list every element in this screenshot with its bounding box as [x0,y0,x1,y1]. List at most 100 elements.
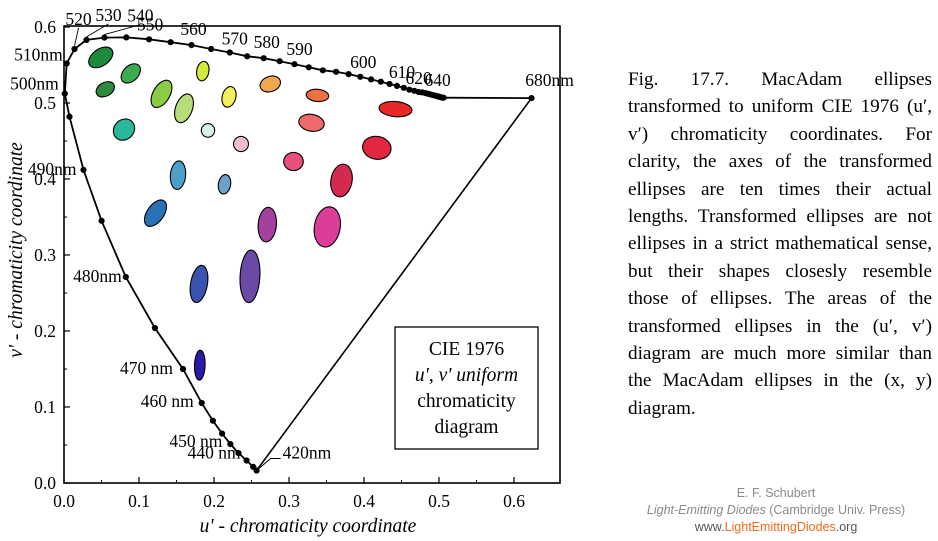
locus-dot [63,60,70,67]
locus-dot [208,45,215,53]
y-tick-label: 0.0 [34,473,56,493]
y-tick-label: 0.1 [34,397,56,417]
y-tick-label: 0.2 [34,321,56,341]
wavelength-label: 550 [137,14,164,34]
locus-dot [244,53,251,60]
macadam-ellipse-18 [217,174,232,195]
locus-dot [368,76,375,83]
locus-dot [179,365,187,373]
x-tick-label: 0.5 [428,491,450,511]
locus-dot [291,61,298,68]
site-highlight: LightEmittingDiodes [724,520,836,534]
locus-dot [528,95,535,102]
wavelength-label: 540 [127,6,154,26]
locus-dot [250,463,257,470]
label-leader [74,27,79,47]
locus-dot [243,457,250,464]
x-tick-label: 0.0 [53,491,75,511]
wavelength-label: 530 [95,5,122,25]
wavelength-label: 480nm [73,266,122,286]
locus-dot [146,36,153,43]
macadam-ellipse-22 [313,206,342,248]
macadam-ellipse-9 [305,88,330,103]
wavelength-label: 460 nm [141,391,194,411]
macadam-ellipse-2 [95,81,115,98]
purple-line [255,97,533,471]
wavelength-label: 490nm [28,159,77,179]
credit-book: Light-Emitting Diodes [646,503,766,517]
label-leader [256,458,281,471]
wavelength-label: 500nm [10,74,59,94]
locus-dot [305,64,312,71]
macadam-ellipse-8 [259,75,282,93]
locus-dot [386,80,393,88]
locus-dot [188,42,195,49]
title-line-4: diagram [435,417,499,438]
macadam-ellipse-7 [221,86,237,108]
locus-dot [377,78,384,85]
locus-dot [227,441,234,448]
macadam-ellipse-24 [239,249,261,304]
title-line-1: CIE 1976 [429,339,505,360]
locus-dot [235,450,242,457]
credit-publisher: (Cambridge Univ. Press) [769,503,906,517]
y-tick-label: 0.6 [34,17,56,37]
wavelength-label: 450 nm [169,431,222,451]
macadam-ellipse-1 [88,46,114,69]
locus-dot [167,39,174,46]
caption-text: Fig. 17.7. MacAdam ellipses transformed … [628,69,932,419]
wavelength-label: 520 [65,9,92,29]
title-box: CIE 1976 u', v' uniform chromaticity dia… [394,326,539,450]
macadam-ellipse-21 [257,206,278,243]
locus-dot [219,430,226,437]
macadam-ellipse-16 [362,135,392,160]
wavelength-label: 420nm [283,443,332,463]
macadam-ellipse-5 [174,93,194,124]
locus-dots [61,34,535,474]
x-tick-label: 0.1 [128,491,150,511]
locus-dot [393,82,401,89]
locus-dot [319,67,326,74]
wavelength-label: 470 nm [120,358,173,378]
wavelength-label: 440 nm [188,443,241,463]
y-tick-label: 0.3 [34,245,56,265]
credit-site[interactable]: www.LightEmittingDiodes.org [620,519,932,536]
wavelength-label: 570 [222,29,249,49]
title-line-2: u', v' uniform [415,365,518,386]
site-suffix: .org [835,520,858,534]
locus-dot [122,273,129,281]
wavelength-label: 580 [254,32,281,52]
label-leader [104,24,141,36]
wavelength-label: 640 [424,70,451,90]
locus-dot [80,166,87,173]
locus-dot [198,399,205,407]
macadam-ellipse-11 [298,113,325,132]
x-axis-label: u' - chromaticity coordinate [200,516,417,537]
locus-dot [226,49,233,56]
credit-book-line: Light-Emitting Diodes (Cambridge Univ. P… [620,502,932,519]
locus-dot [101,34,108,41]
macadam-ellipse-10 [378,100,413,118]
x-axis-ticks: 0.0 0.1 0.2 0.3 0.4 0.5 0.6 [53,477,525,511]
figure-caption: Fig. 17.7. MacAdam ellipses transformed … [628,66,932,422]
wavelength-label: 600 [350,52,377,72]
locus-dot [151,324,158,332]
title-line-3: chromaticity [417,391,516,412]
locus-dot [98,217,105,224]
locus-dot [345,71,352,78]
locus-dot [66,113,73,120]
wavelength-label: 510nm [14,45,63,65]
x-tick-label: 0.3 [278,491,300,511]
locus-dot [260,55,267,62]
x-tick-label: 0.6 [503,491,525,511]
locus-dot [71,45,78,53]
y-axis-ticks: 0.0 0.1 0.2 0.3 0.4 0.5 0.6 [34,17,70,493]
label-leader [86,23,109,38]
wavelength-label: 610 [389,62,416,82]
macadam-ellipse-19 [330,163,353,198]
macadam-ellipse-3 [120,63,141,84]
macadam-ellipse-14 [232,135,250,153]
macadam-ellipse-12 [112,118,136,141]
